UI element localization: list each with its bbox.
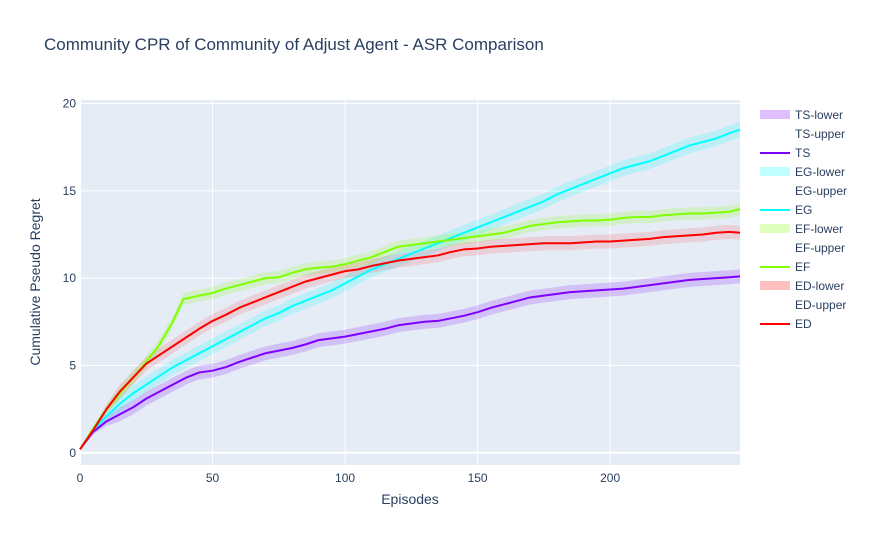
x-tick-label: 200 <box>600 471 620 485</box>
band-eg <box>80 121 740 450</box>
legend-swatch-eg-lower <box>760 167 790 176</box>
legend: TS-lower TS-upper TS EG-lower EG-upper EG EF-l… <box>760 108 847 331</box>
y-tick-label: 20 <box>63 96 77 110</box>
legend-item-ts-upper[interactable]: TS-upper <box>795 127 845 141</box>
legend-item-ef-lower[interactable]: EF-lower <box>795 222 843 236</box>
legend-item-ts-lower[interactable]: TS-lower <box>795 108 843 122</box>
x-tick-label: 50 <box>206 471 220 485</box>
confidence-bands <box>80 121 740 450</box>
legend-item-ed-lower[interactable]: ED-lower <box>795 279 844 293</box>
y-tick-label: 10 <box>63 271 77 285</box>
y-tick-label: 15 <box>63 184 77 198</box>
band-ts <box>80 269 740 450</box>
x-tick-label: 150 <box>468 471 488 485</box>
legend-swatch-ed-lower <box>760 281 790 290</box>
y-axis-label: Cumulative Pseudo Regret <box>27 198 43 365</box>
legend-item-eg-lower[interactable]: EG-lower <box>795 165 845 179</box>
line-ts <box>79 275 741 450</box>
y-tick-label: 0 <box>69 446 76 460</box>
x-axis-ticks: 0 50 100 150 200 <box>77 471 621 485</box>
plot-area <box>80 100 740 465</box>
legend-item-ts[interactable]: TS <box>795 146 810 160</box>
line-ed <box>79 230 741 450</box>
x-tick-label: 100 <box>335 471 355 485</box>
series-lines <box>79 128 741 450</box>
legend-item-ef-upper[interactable]: EF-upper <box>795 241 845 255</box>
y-axis-ticks: 0 5 10 15 20 <box>63 96 77 459</box>
legend-swatch-ts-lower <box>760 110 790 119</box>
legend-swatch-ef-lower <box>760 224 790 233</box>
legend-item-eg[interactable]: EG <box>795 203 812 217</box>
legend-item-ed[interactable]: ED <box>795 317 812 331</box>
legend-item-ed-upper[interactable]: ED-upper <box>795 298 846 312</box>
chart-title: Community CPR of Community of Adjust Age… <box>44 35 544 54</box>
legend-item-ef[interactable]: EF <box>795 260 810 274</box>
line-eg <box>79 128 741 450</box>
x-axis-label: Episodes <box>381 491 439 507</box>
line-ef <box>79 208 741 450</box>
legend-item-eg-upper[interactable]: EG-upper <box>795 184 847 198</box>
y-tick-label: 5 <box>69 358 76 372</box>
x-tick-label: 0 <box>77 471 84 485</box>
